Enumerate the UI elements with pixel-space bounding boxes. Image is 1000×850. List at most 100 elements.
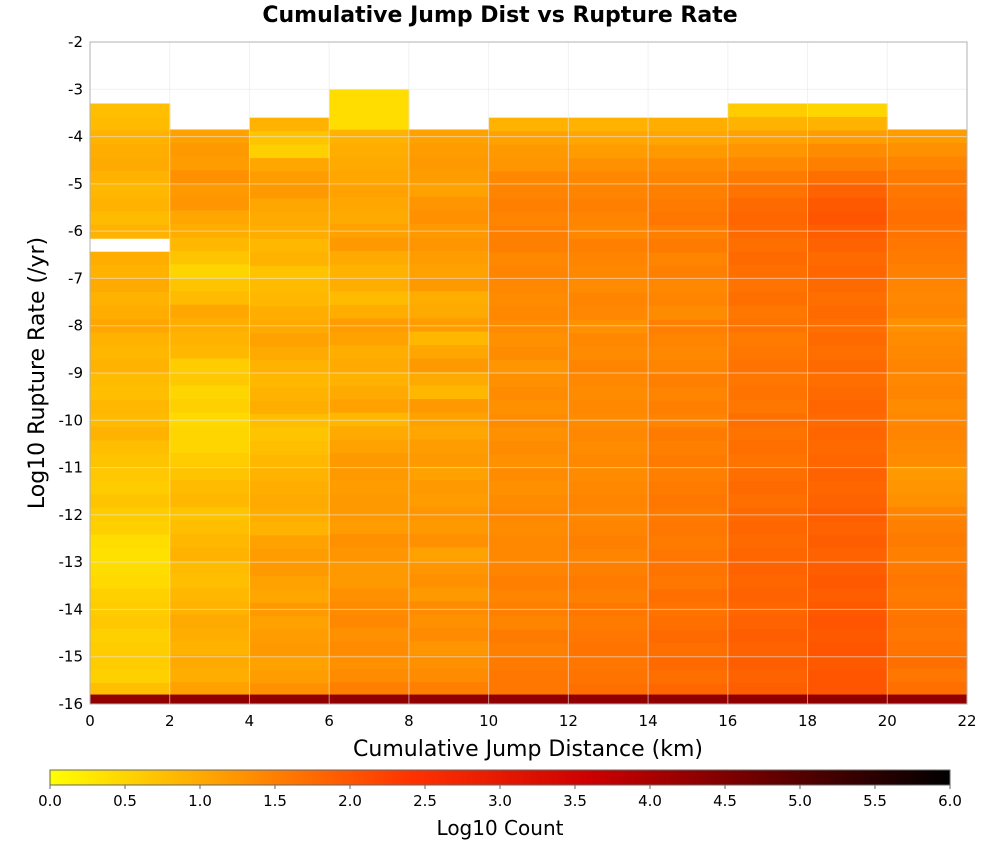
- heatmap-cell: [169, 466, 250, 481]
- heatmap-cell: [887, 560, 968, 575]
- heatmap-cell: [887, 533, 968, 548]
- colorbar-label: Log10 Count: [437, 816, 564, 840]
- heatmap-cell: [568, 548, 649, 563]
- y-tick-labels: -2 -3 -4 -5 -6 -7 -8 -9 -10 -11 -12 -13 -14 -15 -16: [59, 33, 84, 713]
- heatmap-cell: [329, 237, 410, 252]
- heatmap-cell: [887, 399, 968, 413]
- heatmap-cell: [90, 157, 171, 172]
- heatmap-cell: [648, 171, 729, 186]
- heatmap-cell: [727, 238, 809, 253]
- heatmap-cell: [488, 117, 569, 132]
- heatmap-cell: [488, 292, 569, 307]
- heatmap-cell: [807, 534, 888, 549]
- heatmap-cell: [887, 277, 968, 292]
- heatmap-cell: [727, 682, 809, 696]
- heatmap-cell: [249, 643, 330, 658]
- heatmap-cell: [488, 589, 569, 604]
- heatmap-cell: [807, 251, 888, 266]
- heatmap-cell: [90, 588, 171, 603]
- heatmap-cell: [408, 318, 490, 333]
- heatmap-cell: [727, 629, 809, 644]
- heatmap-cell: [568, 629, 649, 644]
- heatmap-cell: [90, 399, 171, 414]
- heatmap-cell: [169, 412, 250, 427]
- heatmap-cell: [727, 480, 809, 495]
- heatmap-cell: [90, 521, 171, 536]
- heatmap-cell: [648, 333, 729, 348]
- heatmap-cell: [169, 399, 250, 413]
- heatmap-cell: [169, 183, 250, 198]
- heatmap-cell: [568, 494, 649, 509]
- heatmap-cell: [727, 197, 809, 212]
- heatmap-cell: [249, 656, 330, 671]
- heatmap-cell: [568, 171, 649, 186]
- heatmap-cell: [90, 480, 171, 495]
- heatmap-cell: [727, 615, 809, 630]
- heatmap-cell: [249, 481, 330, 496]
- heatmap-cell: [648, 158, 729, 173]
- heatmap-cell: [329, 560, 410, 575]
- heatmap-cell: [488, 562, 569, 577]
- heatmap-cell: [488, 171, 569, 186]
- heatmap-cell: [90, 656, 171, 670]
- colorbar-tick-label: 0.5: [113, 792, 137, 810]
- heatmap-cell-bottom-row: [329, 694, 410, 704]
- heatmap-cell: [727, 292, 809, 307]
- heatmap-cell: [169, 372, 250, 387]
- heatmap-cell: [90, 332, 171, 347]
- heatmap-cell: [488, 494, 569, 509]
- x-tick-labels: 0 2 4 6 8 10 12 14 16 18 20 22: [85, 712, 976, 730]
- heatmap-cell: [169, 210, 250, 225]
- heatmap-cell: [488, 279, 569, 294]
- heatmap-cell: [408, 412, 490, 427]
- heatmap-cell: [329, 156, 410, 171]
- y-tick-label: -8: [68, 317, 83, 335]
- heatmap-cell: [648, 414, 729, 429]
- heatmap-cell: [169, 331, 250, 346]
- heatmap-cell: [648, 144, 729, 159]
- heatmap-cell: [887, 250, 968, 265]
- heatmap-cell: [169, 425, 250, 440]
- heatmap-cell: [90, 440, 171, 455]
- heatmap-cell: [90, 130, 171, 145]
- y-tick-label: -2: [68, 33, 83, 51]
- heatmap-cell: [408, 372, 490, 387]
- heatmap-cell: [488, 373, 569, 388]
- heatmap-cell: [887, 264, 968, 279]
- heatmap-cell: [807, 480, 888, 495]
- heatmap-cell: [408, 506, 490, 521]
- heatmap-cell: [169, 574, 250, 589]
- heatmap-cell: [329, 358, 410, 373]
- heatmap-cell: [887, 668, 968, 683]
- heatmap-cell: [887, 628, 968, 643]
- heatmap-cell: [807, 170, 888, 185]
- heatmap-cell: [807, 669, 888, 684]
- heatmap-cell: [90, 346, 171, 361]
- x-axis-label: Cumulative Jump Distance (km): [353, 737, 703, 762]
- heatmap-cell: [568, 454, 649, 469]
- heatmap-cell: [249, 575, 330, 590]
- heatmap-cell: [169, 479, 250, 494]
- heatmap-cell: [329, 291, 410, 306]
- heatmap-cell: [807, 642, 888, 657]
- heatmap-cell: [408, 547, 490, 562]
- heatmap-cell: [169, 264, 250, 279]
- heatmap-cell: [807, 561, 888, 576]
- heatmap-cell: [90, 278, 171, 293]
- heatmap-cell: [408, 277, 490, 292]
- heatmap-cell: [408, 587, 490, 602]
- heatmap-cell: [887, 169, 968, 184]
- heatmap-cell: [727, 561, 809, 576]
- heatmap-cell: [169, 452, 250, 467]
- heatmap-cell: [249, 158, 330, 173]
- heatmap-cell: [169, 668, 250, 683]
- heatmap-cell: [887, 614, 968, 629]
- x-tick-label: 0: [85, 712, 95, 730]
- heatmap-cell: [568, 238, 649, 253]
- x-tick-label: 4: [245, 712, 255, 730]
- heatmap-cell: [648, 562, 729, 577]
- heatmap-cell: [887, 156, 968, 171]
- heatmap-cell: [568, 319, 649, 334]
- heatmap-cell: [568, 535, 649, 550]
- heatmap-cell: [329, 170, 410, 185]
